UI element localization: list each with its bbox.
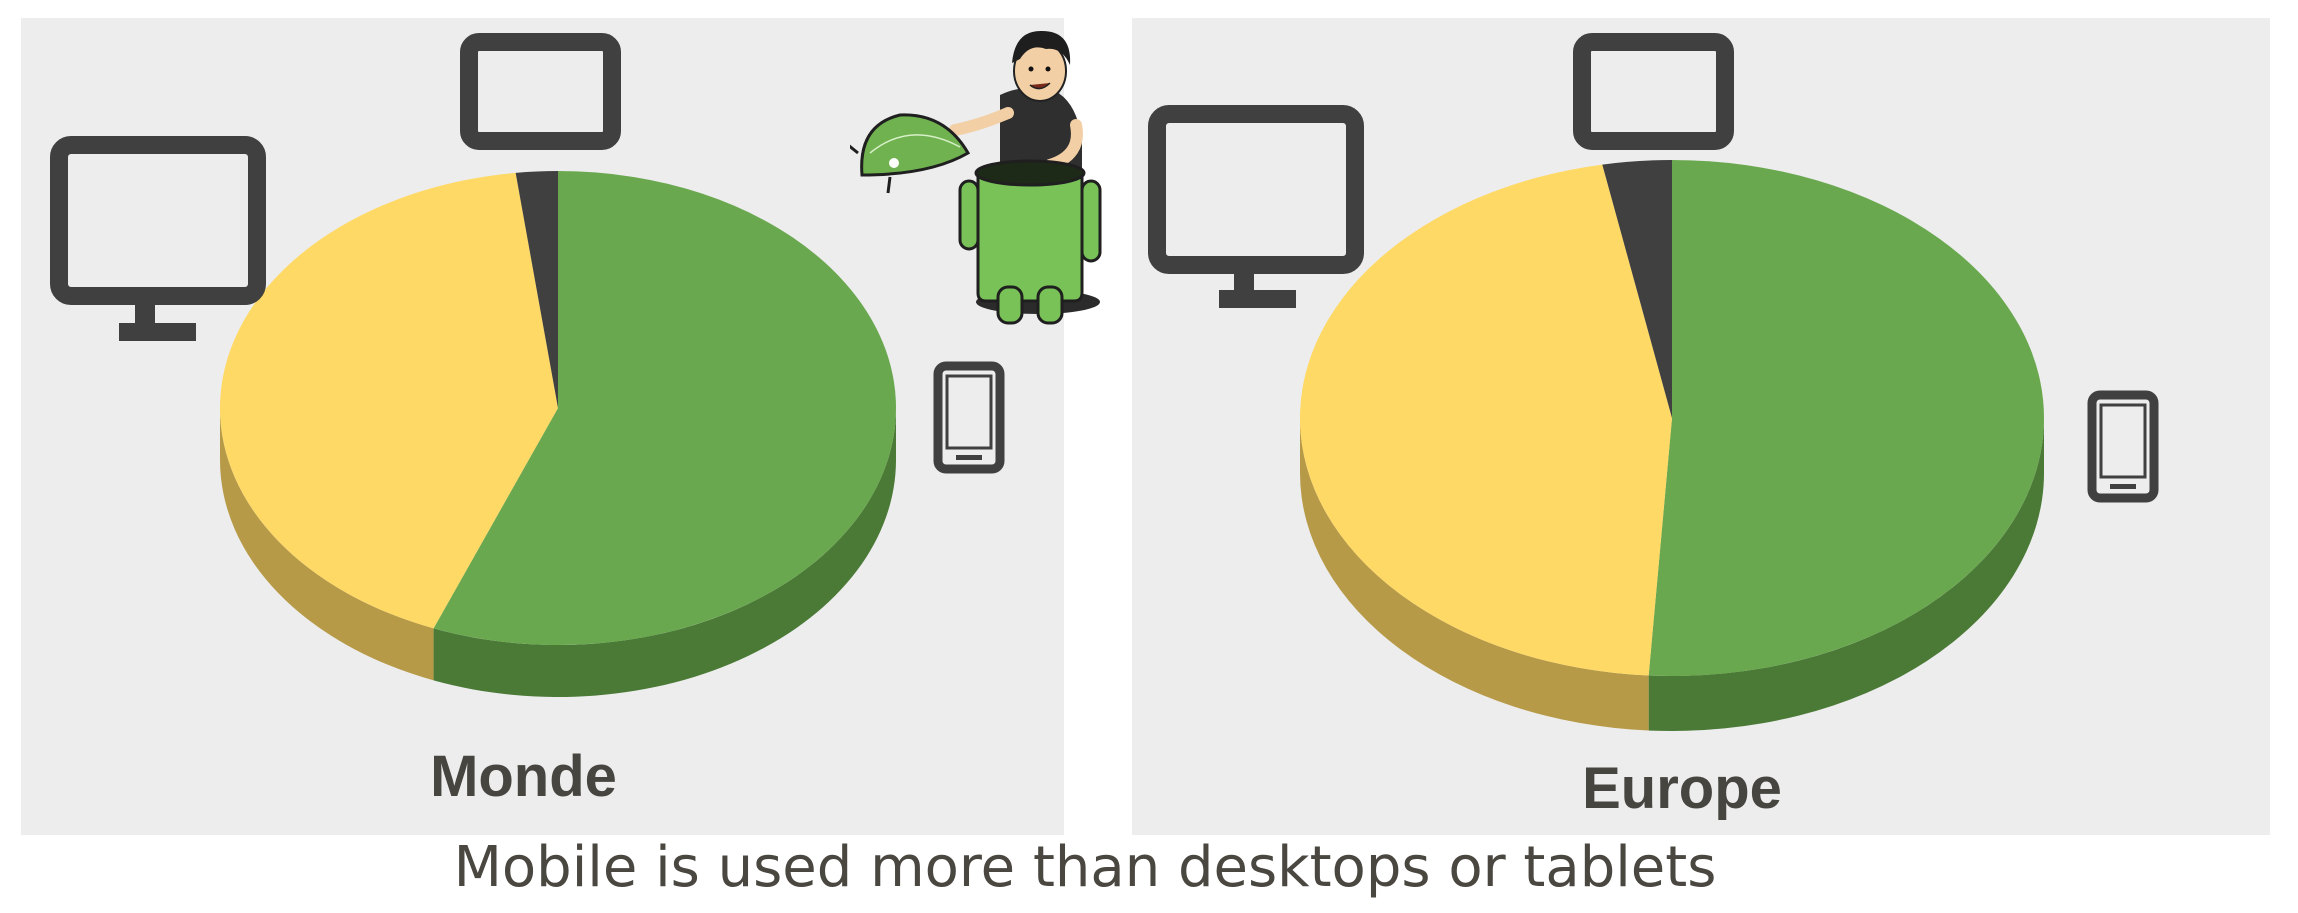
- pie-slice-side-desktop: [1300, 418, 1649, 731]
- chart-caption: Mobile is used more than desktops or tab…: [453, 835, 1717, 900]
- pie-slice-side-mobile: [433, 408, 896, 698]
- pie-chart-monde: [50, 33, 1005, 698]
- smartphone-icon: [933, 361, 1005, 474]
- pie-slice-side-desktop: [220, 408, 434, 681]
- pie-panel-europe: Europe: [1132, 18, 2270, 835]
- smartphone-icon: [2087, 390, 2159, 503]
- pie-1-slices: [1299, 160, 2044, 731]
- pie-slice-desktop: [1299, 164, 1672, 676]
- chart-title-monde: Monde: [430, 744, 617, 809]
- pie-slice-tablet: [1602, 160, 1672, 418]
- pie-slice-tablet: [515, 171, 558, 408]
- pie-slice-mobile: [433, 171, 897, 645]
- pie-slice-mobile: [1648, 160, 2044, 676]
- chart-title-europe: Europe: [1582, 756, 1782, 821]
- tablet-icon: [1573, 33, 1734, 150]
- android-robot-mascot: [850, 30, 1102, 325]
- pie-0-slices: [220, 171, 897, 698]
- tablet-icon: [460, 33, 621, 150]
- pie-chart-europe: [1148, 33, 2159, 731]
- desktop-monitor-icon: [50, 136, 266, 341]
- pie-slice-side-mobile: [1648, 418, 2044, 731]
- desktop-monitor-icon: [1148, 105, 1364, 308]
- pie-slice-desktop: [220, 172, 558, 629]
